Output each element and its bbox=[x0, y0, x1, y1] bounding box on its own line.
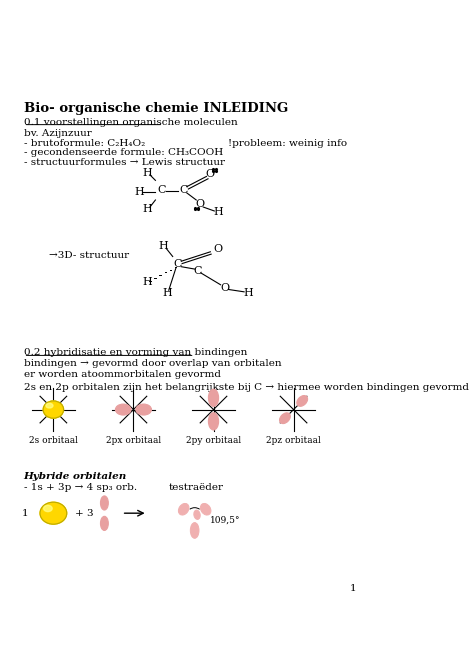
Text: bindingen → gevormd door overlap van orbitalen: bindingen → gevormd door overlap van orb… bbox=[24, 359, 281, 368]
Text: H: H bbox=[162, 288, 172, 298]
Ellipse shape bbox=[43, 401, 64, 418]
Text: 2s orbitaal: 2s orbitaal bbox=[29, 436, 78, 446]
Text: !probleem: weinig info: !probleem: weinig info bbox=[228, 139, 347, 148]
Ellipse shape bbox=[46, 403, 53, 408]
Ellipse shape bbox=[136, 404, 152, 415]
Text: er worden atoommorbitalen gevormd: er worden atoommorbitalen gevormd bbox=[24, 371, 220, 379]
Ellipse shape bbox=[115, 404, 131, 415]
Text: C: C bbox=[157, 185, 166, 195]
Text: 0.2 hybridisatie en vorming van bindingen: 0.2 hybridisatie en vorming van bindinge… bbox=[24, 348, 247, 357]
Text: bv. Azijnzuur: bv. Azijnzuur bbox=[24, 129, 91, 138]
Text: H: H bbox=[143, 204, 153, 214]
Text: - structuurformules → Lewis structuur: - structuurformules → Lewis structuur bbox=[24, 157, 225, 167]
Ellipse shape bbox=[44, 505, 52, 512]
Text: H: H bbox=[158, 241, 168, 251]
Text: 2px orbitaal: 2px orbitaal bbox=[106, 436, 161, 446]
Text: Hybride orbitalen: Hybride orbitalen bbox=[24, 472, 127, 481]
Text: 1: 1 bbox=[350, 584, 356, 593]
Text: C: C bbox=[173, 259, 182, 269]
Text: 2py orbitaal: 2py orbitaal bbox=[186, 436, 241, 446]
Ellipse shape bbox=[178, 503, 189, 515]
Ellipse shape bbox=[100, 496, 109, 510]
Text: + 3: + 3 bbox=[74, 509, 93, 518]
Text: H: H bbox=[243, 287, 253, 297]
Text: 0.1 voorstellingen organische moleculen: 0.1 voorstellingen organische moleculen bbox=[24, 117, 237, 127]
Ellipse shape bbox=[194, 510, 200, 519]
Ellipse shape bbox=[280, 413, 290, 423]
Text: H: H bbox=[134, 187, 144, 197]
Text: 2pz orbitaal: 2pz orbitaal bbox=[266, 436, 321, 446]
Text: 1: 1 bbox=[22, 509, 28, 518]
Ellipse shape bbox=[209, 413, 219, 430]
Text: C: C bbox=[180, 185, 188, 195]
Text: H: H bbox=[143, 277, 153, 287]
Text: O: O bbox=[220, 283, 229, 293]
Text: - brutoformule: C₂H₄O₂: - brutoformule: C₂H₄O₂ bbox=[24, 139, 145, 148]
Ellipse shape bbox=[40, 502, 67, 524]
Ellipse shape bbox=[201, 503, 211, 515]
Ellipse shape bbox=[209, 389, 219, 407]
Text: C: C bbox=[193, 265, 202, 275]
Text: H: H bbox=[143, 168, 153, 178]
Text: Bio- organische chemie INLEIDING: Bio- organische chemie INLEIDING bbox=[24, 102, 288, 115]
Text: H: H bbox=[213, 207, 223, 217]
Text: O: O bbox=[206, 169, 215, 179]
Ellipse shape bbox=[100, 517, 109, 531]
Text: O: O bbox=[196, 199, 205, 209]
Text: - gecondenseerde formule: CH₃COOH: - gecondenseerde formule: CH₃COOH bbox=[24, 148, 223, 157]
Text: - 1s + 3p → 4 sp₃ orb.: - 1s + 3p → 4 sp₃ orb. bbox=[24, 483, 137, 492]
Text: O: O bbox=[214, 245, 223, 255]
Ellipse shape bbox=[297, 395, 308, 406]
Text: →3D- structuur: →3D- structuur bbox=[49, 251, 129, 260]
Text: testraëder: testraëder bbox=[169, 483, 224, 492]
Text: 2s en 2p orbitalen zijn het belangrijkste bij C → hiermee worden bindingen gevor: 2s en 2p orbitalen zijn het belangrijkst… bbox=[24, 383, 468, 392]
Text: 109,5°: 109,5° bbox=[210, 516, 241, 525]
Ellipse shape bbox=[191, 523, 199, 538]
